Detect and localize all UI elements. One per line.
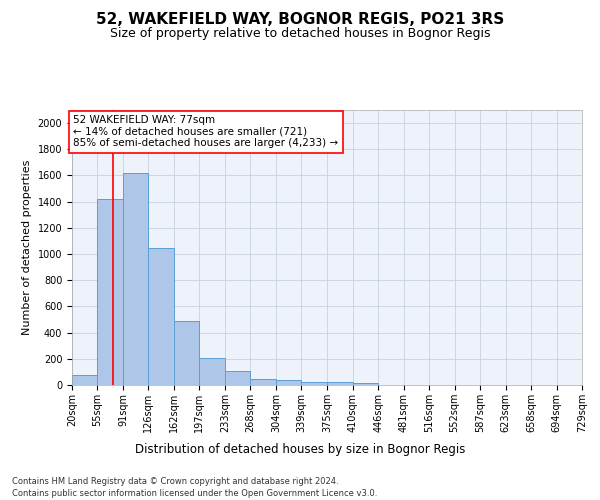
- Text: Size of property relative to detached houses in Bognor Regis: Size of property relative to detached ho…: [110, 28, 490, 40]
- Text: 52 WAKEFIELD WAY: 77sqm
← 14% of detached houses are smaller (721)
85% of semi-d: 52 WAKEFIELD WAY: 77sqm ← 14% of detache…: [73, 115, 338, 148]
- Text: Contains HM Land Registry data © Crown copyright and database right 2024.: Contains HM Land Registry data © Crown c…: [12, 478, 338, 486]
- Bar: [301, 382, 328, 385]
- Text: 52, WAKEFIELD WAY, BOGNOR REGIS, PO21 3RS: 52, WAKEFIELD WAY, BOGNOR REGIS, PO21 3R…: [96, 12, 504, 28]
- Text: Distribution of detached houses by size in Bognor Regis: Distribution of detached houses by size …: [135, 442, 465, 456]
- Bar: [148, 248, 174, 385]
- Bar: [353, 383, 379, 385]
- Bar: [199, 358, 225, 385]
- Bar: [328, 382, 353, 385]
- Bar: [72, 374, 97, 385]
- Bar: [174, 321, 199, 385]
- Bar: [97, 199, 123, 385]
- Bar: [276, 380, 301, 385]
- Bar: [225, 371, 250, 385]
- Y-axis label: Number of detached properties: Number of detached properties: [22, 160, 32, 335]
- Text: Contains public sector information licensed under the Open Government Licence v3: Contains public sector information licen…: [12, 489, 377, 498]
- Bar: [123, 173, 148, 385]
- Bar: [250, 378, 276, 385]
